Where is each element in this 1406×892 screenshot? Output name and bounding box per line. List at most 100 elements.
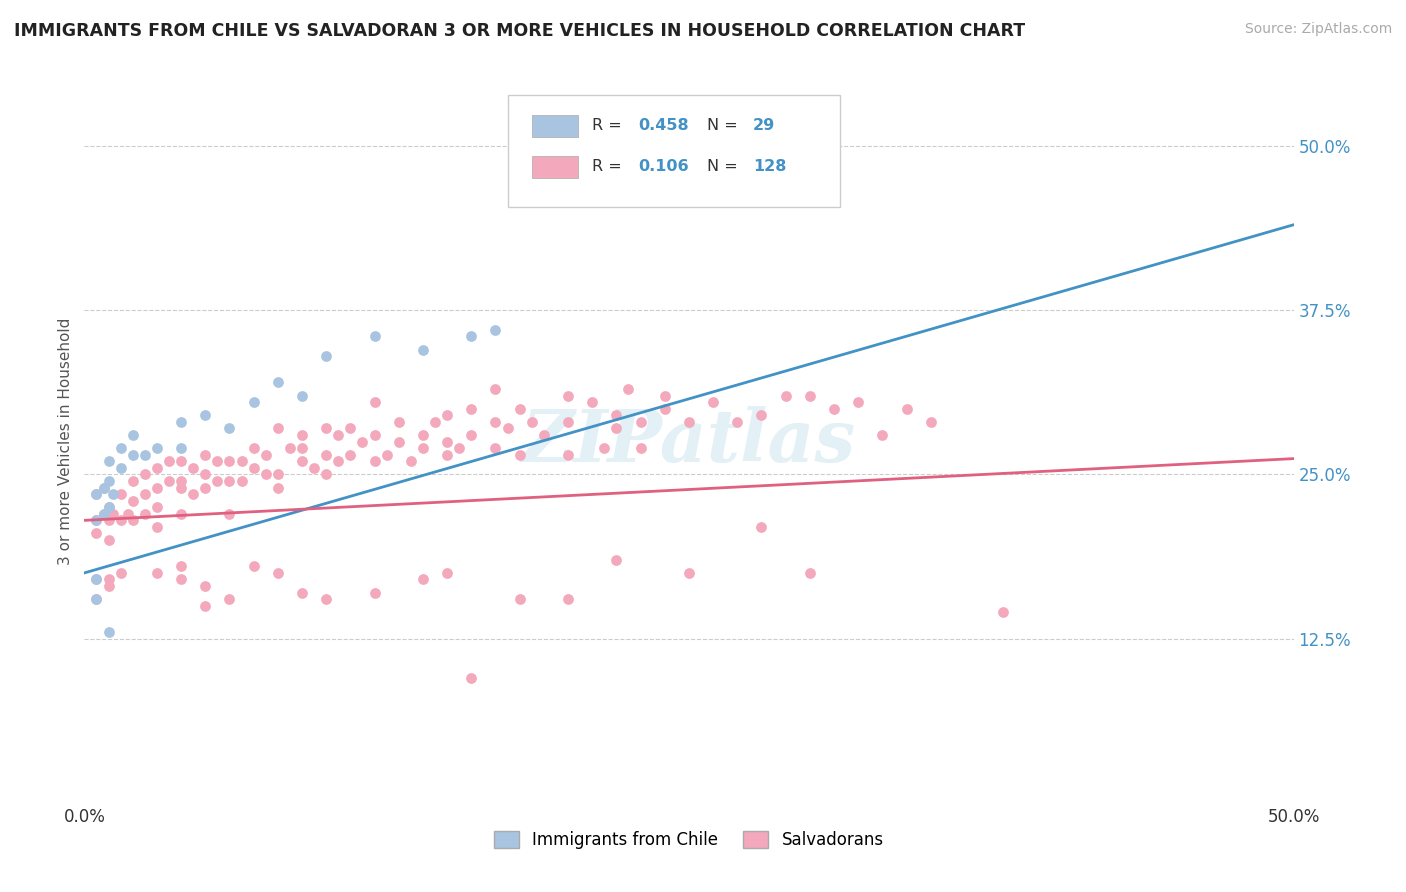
Point [110, 566, 132, 580]
Point [775, 388, 797, 402]
Text: R =: R = [592, 119, 627, 133]
Point [484, 382, 506, 396]
Point [242, 460, 264, 475]
Point [557, 592, 579, 607]
Point [678, 415, 700, 429]
Point [412, 428, 434, 442]
Point [291, 585, 314, 599]
Point [121, 428, 143, 442]
Text: 0.458: 0.458 [638, 119, 689, 133]
Point [93, 507, 115, 521]
Point [291, 428, 314, 442]
Point [302, 460, 325, 475]
Point [509, 592, 531, 607]
Point [170, 415, 193, 429]
Point [134, 448, 156, 462]
Point [194, 467, 217, 482]
Point [799, 388, 821, 402]
Point [146, 566, 169, 580]
Point [93, 507, 115, 521]
Point [231, 474, 253, 488]
Point [328, 428, 350, 442]
Point [533, 428, 555, 442]
Point [678, 566, 700, 580]
Point [218, 592, 240, 607]
Point [436, 448, 458, 462]
Point [218, 454, 240, 468]
Point [254, 448, 277, 462]
Text: 29: 29 [754, 119, 775, 133]
FancyBboxPatch shape [531, 115, 578, 136]
Point [117, 507, 139, 521]
Point [315, 592, 337, 607]
Point [194, 579, 217, 593]
Point [86, 487, 108, 501]
Point [654, 401, 676, 416]
Point [920, 415, 942, 429]
Y-axis label: 3 or more Vehicles in Household: 3 or more Vehicles in Household [58, 318, 73, 566]
Point [412, 441, 434, 455]
Point [872, 428, 894, 442]
Point [146, 520, 169, 534]
Point [86, 592, 108, 607]
Point [134, 487, 156, 501]
Point [110, 460, 132, 475]
Point [328, 454, 350, 468]
Point [103, 507, 125, 521]
Point [97, 454, 120, 468]
Point [484, 441, 506, 455]
Point [170, 441, 193, 455]
Point [315, 467, 337, 482]
Point [557, 388, 579, 402]
Point [181, 460, 204, 475]
Point [121, 513, 143, 527]
Point [97, 533, 120, 547]
Point [93, 481, 115, 495]
Point [605, 421, 627, 435]
Point [278, 441, 301, 455]
Text: N =: N = [707, 160, 742, 175]
Point [103, 487, 125, 501]
Text: IMMIGRANTS FROM CHILE VS SALVADORAN 3 OR MORE VEHICLES IN HOUSEHOLD CORRELATION : IMMIGRANTS FROM CHILE VS SALVADORAN 3 OR… [14, 22, 1025, 40]
Point [460, 401, 482, 416]
Point [846, 395, 869, 409]
Point [97, 625, 120, 640]
Point [630, 415, 652, 429]
Point [194, 448, 217, 462]
Point [170, 481, 193, 495]
Point [218, 507, 240, 521]
Point [110, 513, 132, 527]
Point [363, 329, 385, 343]
Point [557, 415, 579, 429]
Point [267, 376, 290, 390]
Legend: Immigrants from Chile, Salvadorans: Immigrants from Chile, Salvadorans [488, 824, 890, 856]
Text: N =: N = [707, 119, 742, 133]
Point [605, 409, 627, 423]
Point [412, 343, 434, 357]
Point [97, 500, 120, 515]
Point [823, 401, 845, 416]
Point [93, 481, 115, 495]
Point [146, 500, 169, 515]
Point [134, 467, 156, 482]
Point [97, 513, 120, 527]
FancyBboxPatch shape [508, 95, 841, 207]
Point [267, 481, 290, 495]
Point [484, 415, 506, 429]
Point [725, 415, 748, 429]
Point [121, 448, 143, 462]
Point [436, 434, 458, 449]
Point [751, 520, 773, 534]
Text: ZIPatlas: ZIPatlas [522, 406, 856, 477]
Point [375, 448, 398, 462]
Point [170, 474, 193, 488]
Point [110, 487, 132, 501]
Point [496, 421, 519, 435]
Point [86, 513, 108, 527]
Point [267, 566, 290, 580]
Text: 128: 128 [754, 160, 786, 175]
Point [194, 481, 217, 495]
Point [242, 395, 264, 409]
Point [593, 441, 616, 455]
Point [86, 513, 108, 527]
